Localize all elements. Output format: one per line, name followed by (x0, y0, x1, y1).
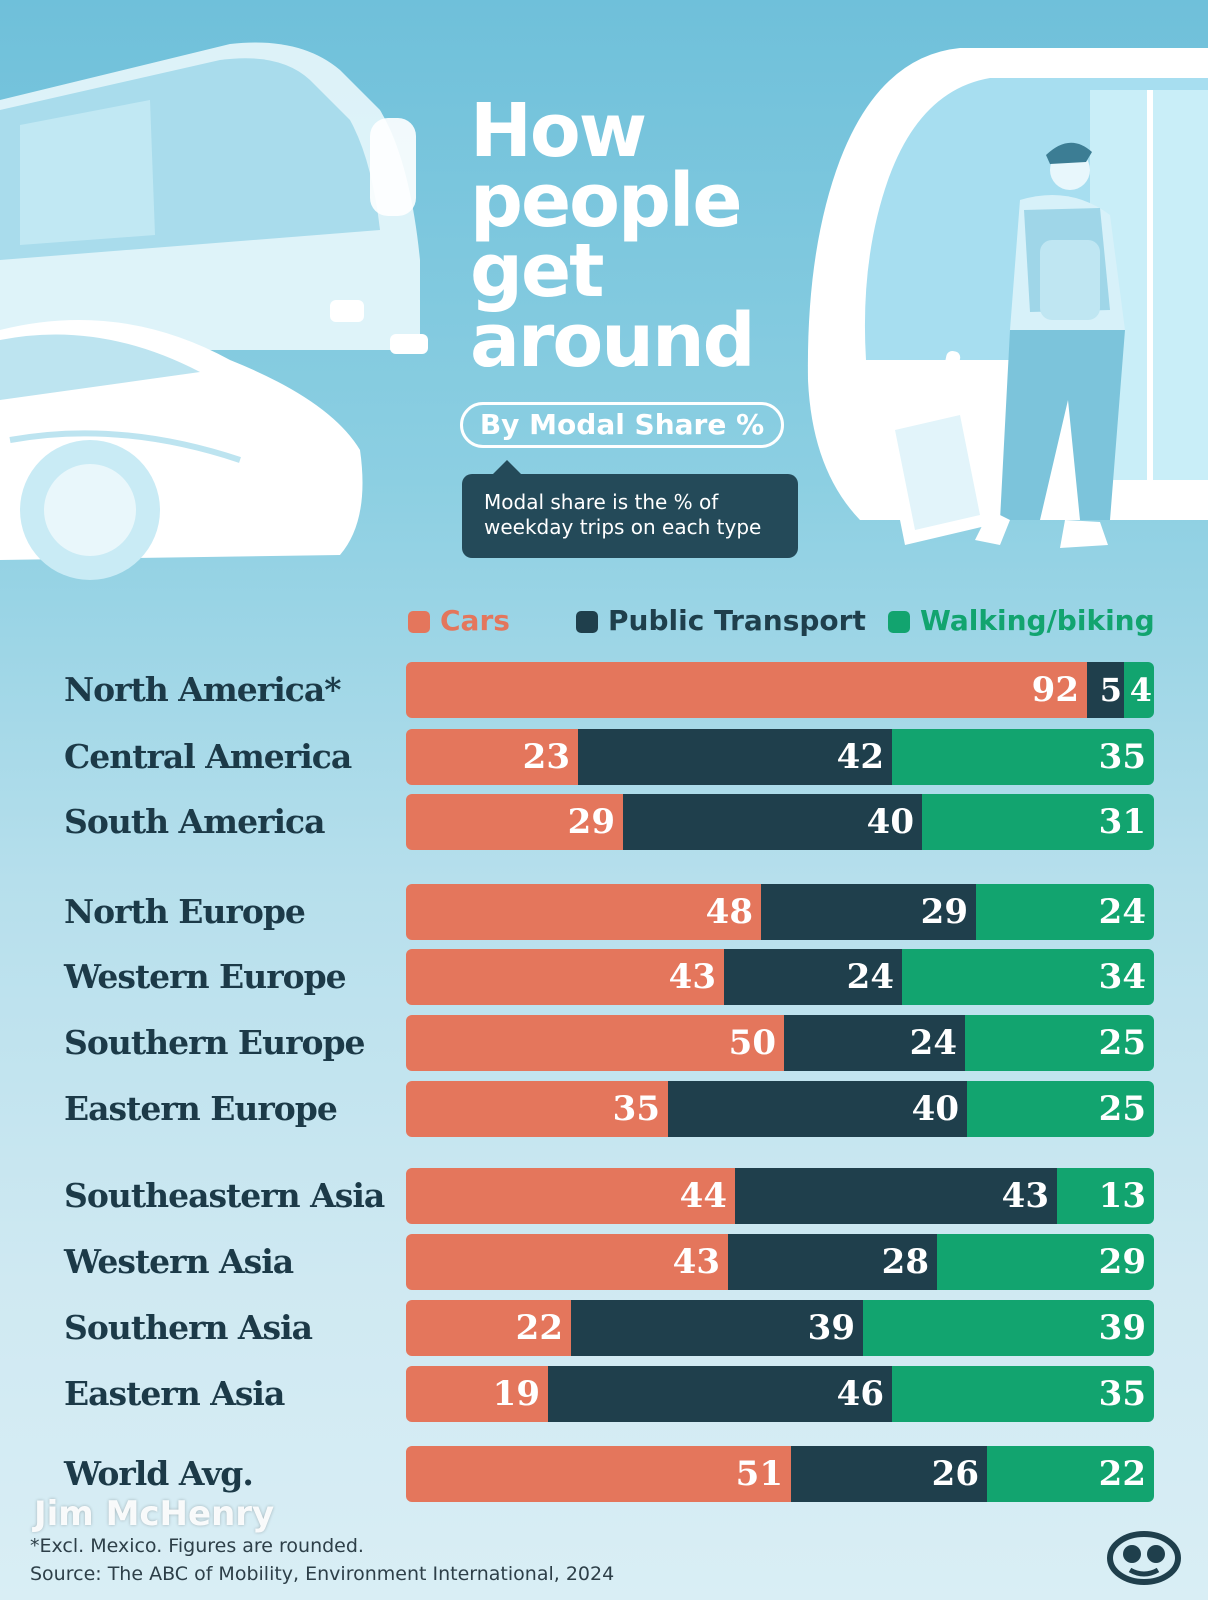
stacked-bar: 44 43 13 (406, 1168, 1154, 1224)
bar-segment-cars: 29 (406, 794, 623, 850)
watermark: Jim McHenry (34, 1494, 275, 1534)
bar-segment-public-transport: 40 (623, 794, 922, 850)
stacked-bar: 51 26 22 (406, 1446, 1154, 1502)
bar-segment-cars: 19 (406, 1366, 548, 1422)
legend-label-public-transport: Public Transport (608, 604, 866, 637)
car-icon (0, 320, 363, 580)
bar-segment-cars: 50 (406, 1015, 784, 1071)
legend-swatch-cars (408, 611, 430, 633)
region-label: World Avg. (64, 1454, 254, 1493)
bar-segment-public-transport: 42 (578, 729, 892, 785)
modal-share-note: Modal share is the % of weekday trips on… (462, 460, 798, 558)
bar-segment-walking-biking: 22 (987, 1446, 1154, 1502)
region-label: South America (64, 802, 325, 841)
stacked-bar: 43 28 29 (406, 1234, 1154, 1290)
stacked-bar: 22 39 39 (406, 1300, 1154, 1356)
bar-segment-walking-biking: 13 (1057, 1168, 1154, 1224)
footnote: *Excl. Mexico. Figures are rounded. Sour… (30, 1532, 614, 1588)
region-label: Western Europe (64, 957, 347, 996)
region-label: Southern Europe (64, 1023, 366, 1062)
bar-segment-public-transport: 40 (668, 1081, 967, 1137)
bar-segment-public-transport: 28 (728, 1234, 937, 1290)
bar-segment-public-transport: 39 (571, 1300, 863, 1356)
stacked-bar: 50 24 25 (406, 1015, 1154, 1071)
bar-segment-walking-biking: 35 (892, 729, 1154, 785)
traveler-icon (880, 142, 1125, 548)
stacked-bar: 48 29 24 (406, 884, 1154, 940)
bar-segment-public-transport: 46 (548, 1366, 892, 1422)
bar-segment-cars: 23 (406, 729, 578, 785)
title-line: How (470, 88, 647, 174)
footnote-source: Source: The ABC of Mobility, Environment… (30, 1563, 615, 1585)
bar-segment-public-transport: 29 (761, 884, 976, 940)
title-line: get (470, 228, 605, 314)
bar-segment-public-transport: 43 (735, 1168, 1057, 1224)
bar-segment-cars: 43 (406, 1234, 728, 1290)
legend-label-cars: Cars (440, 604, 510, 637)
bar-segment-cars: 48 (406, 884, 761, 940)
region-label: Eastern Asia (64, 1374, 285, 1413)
bar-segment-cars: 51 (406, 1446, 791, 1502)
transport-illustration (0, 42, 1208, 580)
bar-segment-public-transport: 24 (784, 1015, 965, 1071)
bar-segment-walking-biking: 25 (965, 1015, 1154, 1071)
region-label: Central America (64, 737, 352, 776)
stacked-bar: 43 24 34 (406, 949, 1154, 1005)
title-line: people (470, 158, 743, 244)
stacked-bar: 92 5 4 (406, 662, 1154, 718)
legend-label-walking-biking: Walking/biking (920, 604, 1155, 637)
legend-public-transport: Public Transport (576, 604, 866, 638)
bar-segment-cars: 43 (406, 949, 724, 1005)
bar-segment-walking-biking: 35 (892, 1366, 1154, 1422)
subtitle-badge: By Modal Share % (460, 402, 784, 448)
chart-title: How people get around (470, 88, 756, 384)
stacked-bar: 19 46 35 (406, 1366, 1154, 1422)
region-label: North Europe (64, 892, 306, 931)
stacked-bar: 23 42 35 (406, 729, 1154, 785)
bar-segment-walking-biking: 4 (1124, 662, 1154, 718)
legend-swatch-public-transport (576, 611, 598, 633)
stacked-bar: 29 40 31 (406, 794, 1154, 850)
stacked-bar: 35 40 25 (406, 1081, 1154, 1137)
bar-segment-walking-biking: 25 (967, 1081, 1154, 1137)
region-label: Southeastern Asia (64, 1176, 385, 1215)
bar-segment-cars: 92 (406, 662, 1087, 718)
visual-capitalist-logo-icon (1107, 1531, 1181, 1585)
bar-segment-public-transport: 24 (724, 949, 902, 1005)
bar-segment-cars: 35 (406, 1081, 668, 1137)
legend-cars: Cars (408, 604, 510, 638)
legend-walking-biking: Walking/biking (888, 604, 1155, 638)
bar-segment-walking-biking: 34 (902, 949, 1154, 1005)
region-label: Southern Asia (64, 1308, 313, 1347)
bar-segment-walking-biking: 24 (976, 884, 1154, 940)
region-label: Western Asia (64, 1242, 294, 1281)
bar-segment-cars: 22 (406, 1300, 571, 1356)
legend-swatch-walking-biking (888, 611, 910, 633)
bus-icon (0, 42, 428, 354)
footnote-excl: *Excl. Mexico. Figures are rounded. (30, 1535, 364, 1557)
bar-segment-walking-biking: 31 (922, 794, 1154, 850)
bar-segment-walking-biking: 39 (863, 1300, 1154, 1356)
title-line: around (470, 298, 756, 384)
region-label: North America* (64, 670, 341, 709)
region-label: Eastern Europe (64, 1089, 338, 1128)
bar-segment-public-transport: 26 (791, 1446, 987, 1502)
bar-segment-public-transport: 5 (1087, 662, 1124, 718)
bar-segment-walking-biking: 29 (937, 1234, 1154, 1290)
bar-segment-cars: 44 (406, 1168, 735, 1224)
